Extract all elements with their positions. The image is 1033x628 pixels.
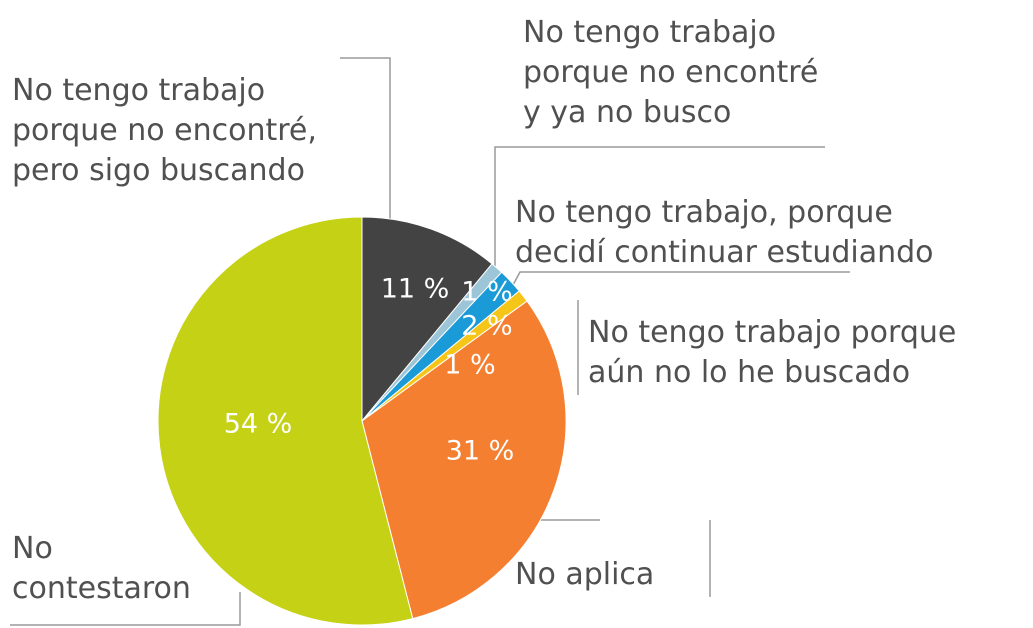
leader-line — [504, 271, 850, 301]
pie-slice — [361, 216, 493, 423]
leader-line — [340, 57, 391, 222]
category-label: porque no encontré — [523, 55, 818, 90]
pie-slice — [157, 216, 414, 626]
value-label: 11 % — [381, 274, 450, 305]
value-label: 2 % — [461, 311, 512, 342]
value-label: 54 % — [224, 409, 293, 440]
value-label: 1 % — [461, 277, 512, 308]
leader-line — [10, 592, 241, 626]
value-label: 31 % — [446, 436, 515, 467]
category-label: pero sigo buscando — [12, 153, 305, 188]
category-label: contestaron — [12, 571, 191, 606]
category-label: decidí continuar estudiando — [515, 235, 934, 270]
category-label: No — [12, 531, 53, 566]
category-label: No tengo trabajo, porque — [515, 195, 893, 230]
category-label: No tengo trabajo — [523, 15, 776, 50]
category-label: y ya no busco — [523, 95, 731, 130]
category-label: No aplica — [515, 557, 654, 592]
category-label: aún no lo he buscado — [588, 355, 910, 390]
leader-line — [494, 146, 825, 268]
pie-slice — [361, 300, 567, 620]
category-label: porque no encontré, — [12, 113, 317, 148]
category-label: No tengo trabajo — [12, 73, 265, 108]
value-label: 1 % — [444, 350, 495, 381]
category-label: No tengo trabajo porque — [588, 315, 956, 350]
